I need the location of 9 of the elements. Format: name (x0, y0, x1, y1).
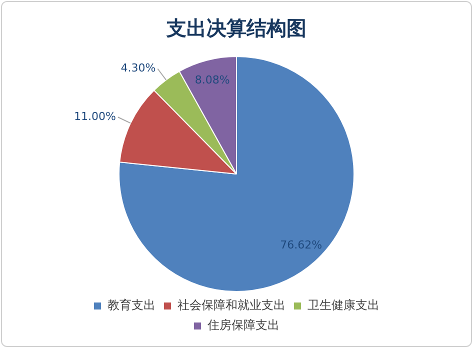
data-label: 76.62% (280, 238, 322, 252)
chart-title: 支出决算结构图 (166, 16, 306, 40)
legend-label: 住房保障支出 (206, 318, 280, 332)
legend-label: 社会保障和就业支出 (178, 298, 286, 312)
data-label: 11.00% (74, 110, 116, 123)
legend-label: 卫生健康支出 (308, 298, 380, 312)
data-label: 8.08% (194, 74, 230, 87)
data-label: 4.30% (120, 62, 156, 75)
legend-label: 教育支出 (108, 298, 156, 312)
